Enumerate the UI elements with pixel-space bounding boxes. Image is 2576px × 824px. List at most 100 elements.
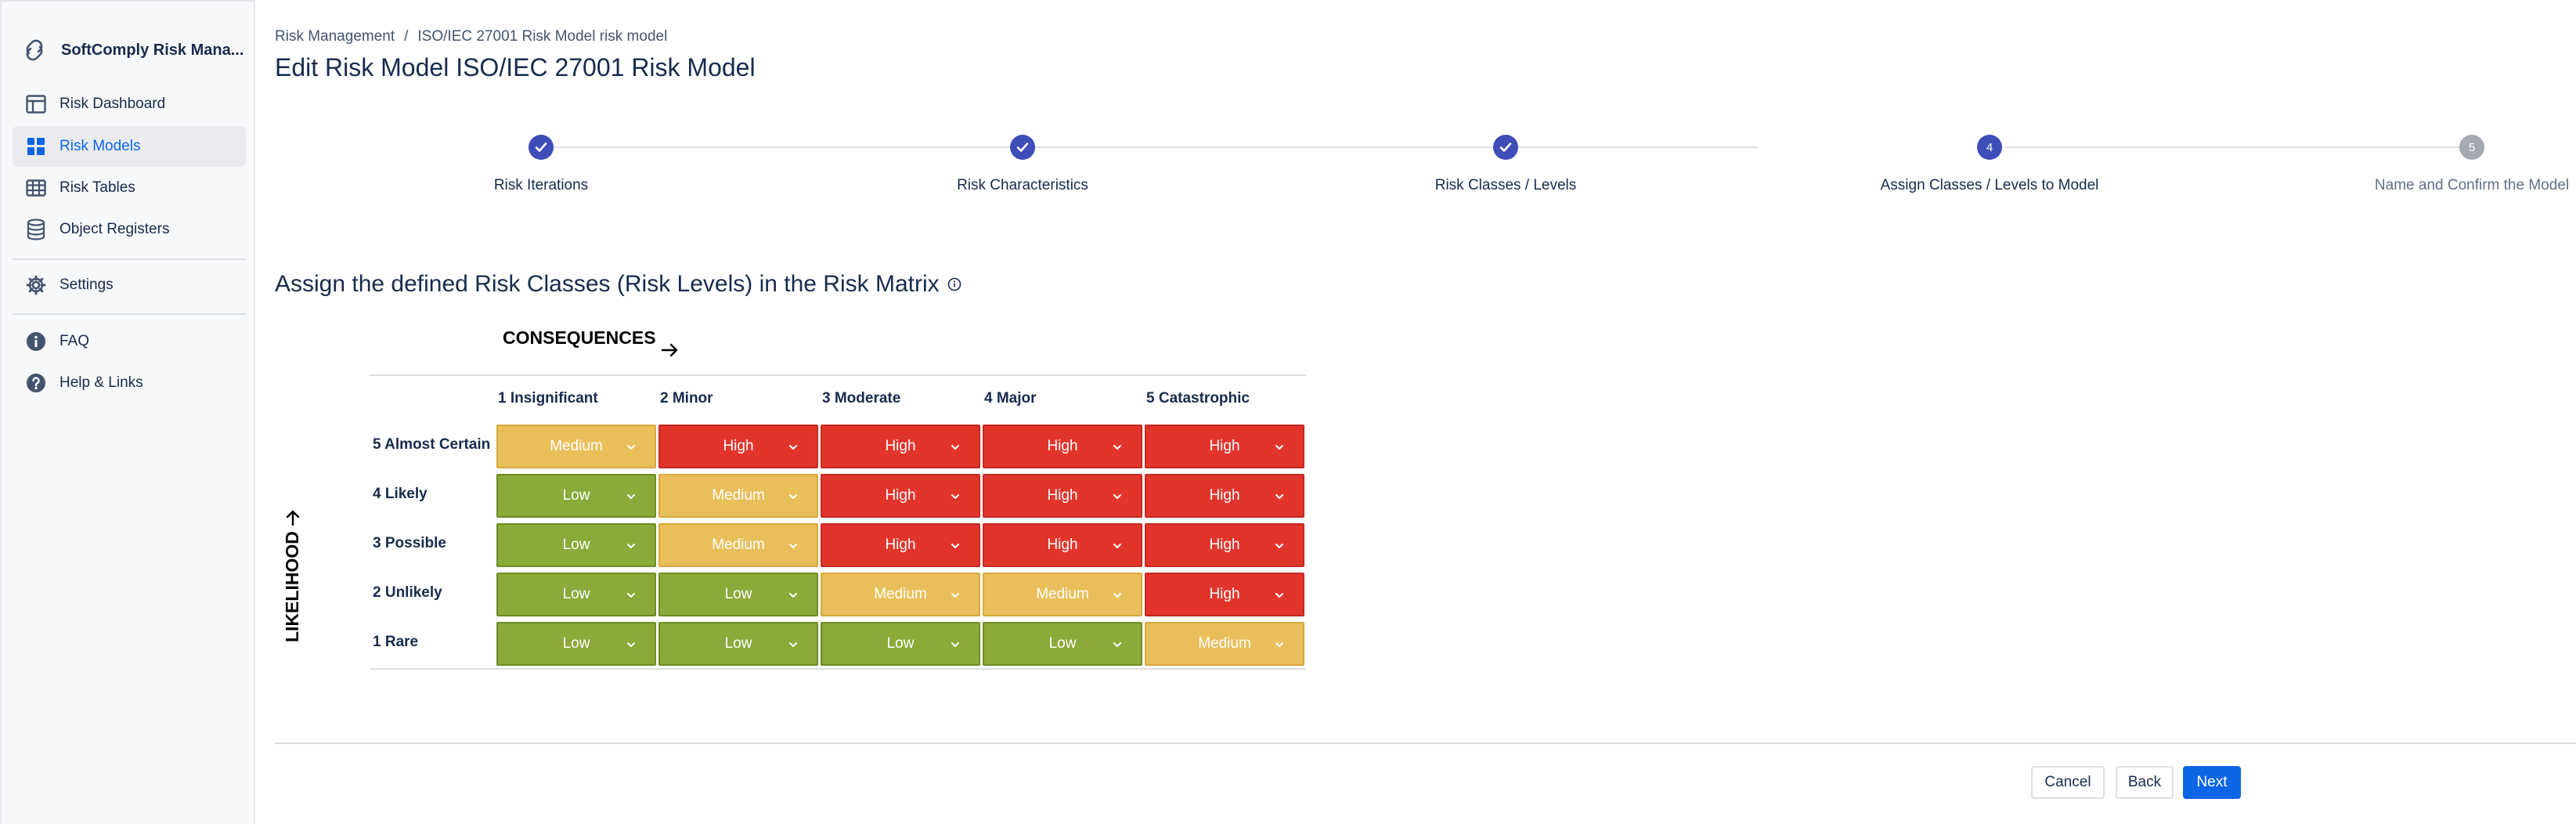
chevron-down-icon <box>789 544 797 548</box>
sidebar-divider <box>13 258 246 260</box>
risk-level-value: Medium <box>1036 586 1089 602</box>
risk-level-value: Low <box>562 537 590 553</box>
column-header: 1 Insignificant <box>498 390 598 407</box>
sidebar-item-settings[interactable]: Settings <box>13 265 246 305</box>
column-header: 5 Catastrophic <box>1146 390 1250 407</box>
dashboard-icon <box>25 93 47 115</box>
sidebar-item-label: Risk Models <box>60 138 141 154</box>
risk-level-value: Low <box>724 586 752 602</box>
chevron-down-icon <box>1275 445 1283 450</box>
risk-level-value: High <box>1209 438 1240 454</box>
info-circle-icon[interactable] <box>947 277 961 291</box>
risk-level-dropdown[interactable]: Low <box>821 622 980 666</box>
row-header: 1 Rare <box>373 634 419 650</box>
brand[interactable]: SoftComply Risk Mana... <box>22 36 244 64</box>
sidebar-item-risk-dashboard[interactable]: Risk Dashboard <box>13 84 246 125</box>
grid-icon <box>25 136 47 157</box>
risk-level-dropdown[interactable]: High <box>983 523 1142 567</box>
cancel-button[interactable]: Cancel <box>2031 766 2105 799</box>
risk-level-dropdown[interactable]: Medium <box>983 573 1142 616</box>
likelihood-axis-label: LIKELIHOOD <box>282 509 303 642</box>
risk-level-value: High <box>885 537 916 553</box>
chevron-down-icon <box>1113 642 1121 647</box>
footer-divider <box>275 743 2576 744</box>
section-title-text: Assign the defined Risk Classes (Risk Le… <box>275 271 940 297</box>
arrow-right-icon <box>661 343 677 357</box>
chevron-down-icon <box>1275 642 1283 647</box>
risk-level-dropdown[interactable]: Medium <box>821 573 980 616</box>
step-2-complete-check-icon <box>1010 135 1035 160</box>
sidebar-item-risk-tables[interactable]: Risk Tables <box>13 168 246 208</box>
chevron-down-icon <box>951 494 959 499</box>
risk-level-value: Medium <box>1198 635 1251 652</box>
chevron-down-icon <box>1275 544 1283 548</box>
risk-level-value: High <box>1047 438 1078 454</box>
step-4-current-indicator: 4 <box>1977 135 2002 160</box>
sidebar-item-risk-models[interactable]: Risk Models <box>13 126 246 167</box>
risk-level-dropdown[interactable]: Low <box>658 622 818 666</box>
back-button[interactable]: Back <box>2116 766 2174 799</box>
sidebar-item-object-registers[interactable]: Object Registers <box>13 209 246 250</box>
step-5-label: Name and Confirm the Model <box>2374 177 2570 193</box>
breadcrumb: Risk Management / ISO/IEC 27001 Risk Model… <box>275 28 667 45</box>
risk-level-value: High <box>1047 487 1078 504</box>
matrix-bottom-rule <box>370 668 1306 670</box>
breadcrumb-current-link[interactable]: ISO/IEC 27001 Risk Model risk model <box>417 28 668 45</box>
chevron-down-icon <box>627 642 635 647</box>
risk-level-value: High <box>885 438 916 454</box>
risk-level-dropdown[interactable]: High <box>821 425 980 468</box>
risk-level-dropdown[interactable]: Medium <box>496 425 656 468</box>
risk-level-dropdown[interactable]: Low <box>983 622 1142 666</box>
sidebar-item-help-links[interactable]: Help & Links <box>13 363 246 403</box>
risk-level-dropdown[interactable]: High <box>821 474 980 518</box>
column-header: 4 Major <box>984 390 1037 407</box>
risk-level-dropdown[interactable]: High <box>983 474 1142 518</box>
chevron-down-icon <box>789 593 797 598</box>
column-header: 2 Minor <box>660 390 713 407</box>
risk-level-dropdown[interactable]: High <box>1145 523 1304 567</box>
consequences-axis-label: CONSEQUENCES <box>503 327 680 357</box>
step-3-label: Risk Classes / Levels <box>1434 177 1577 193</box>
arrow-up-icon <box>286 510 299 526</box>
risk-level-value: Low <box>562 586 590 602</box>
step-3-complete-check-icon <box>1493 135 1518 160</box>
risk-level-dropdown[interactable]: Medium <box>1145 622 1304 666</box>
matrix-top-rule <box>370 374 1306 376</box>
chevron-down-icon <box>1113 593 1121 598</box>
risk-level-value: High <box>1209 537 1240 553</box>
risk-level-dropdown[interactable]: High <box>1145 474 1304 518</box>
risk-level-dropdown[interactable]: High <box>658 425 818 468</box>
chevron-down-icon <box>627 445 635 450</box>
risk-level-value: Low <box>562 635 590 652</box>
sidebar: SoftComply Risk Mana... Risk Dashboard R… <box>0 0 255 824</box>
risk-level-dropdown[interactable]: Low <box>496 573 656 616</box>
risk-level-dropdown[interactable]: Medium <box>658 523 818 567</box>
risk-level-dropdown[interactable]: High <box>1145 425 1304 468</box>
risk-level-dropdown[interactable]: High <box>983 425 1142 468</box>
chevron-down-icon <box>951 642 959 647</box>
breadcrumb-parent-link[interactable]: Risk Management <box>275 28 395 45</box>
stepper-track <box>2005 146 2459 148</box>
chevron-down-icon <box>627 544 635 548</box>
step-1-label: Risk Iterations <box>493 177 589 193</box>
risk-level-value: Low <box>562 487 590 504</box>
sidebar-item-faq[interactable]: FAQ <box>13 321 246 362</box>
risk-level-dropdown[interactable]: Low <box>496 474 656 518</box>
table-icon <box>25 177 47 199</box>
step-2-label: Risk Characteristics <box>957 177 1088 193</box>
chevron-down-icon <box>1113 544 1121 548</box>
risk-level-dropdown[interactable]: High <box>1145 573 1304 616</box>
risk-level-dropdown[interactable]: Low <box>658 573 818 616</box>
info-icon <box>25 331 47 352</box>
risk-level-dropdown[interactable]: High <box>821 523 980 567</box>
next-button[interactable]: Next <box>2183 766 2241 799</box>
step-4-label: Assign Classes / Levels to Model <box>1880 177 2099 193</box>
risk-level-value: Medium <box>550 438 603 454</box>
chevron-down-icon <box>627 593 635 598</box>
risk-level-dropdown[interactable]: Medium <box>658 474 818 518</box>
sidebar-divider <box>13 313 246 315</box>
risk-level-dropdown[interactable]: Low <box>496 523 656 567</box>
risk-level-dropdown[interactable]: Low <box>496 622 656 666</box>
page-title: Edit Risk Model ISO/IEC 27001 Risk Model <box>275 53 756 81</box>
sidebar-item-label: Object Registers <box>60 221 170 237</box>
